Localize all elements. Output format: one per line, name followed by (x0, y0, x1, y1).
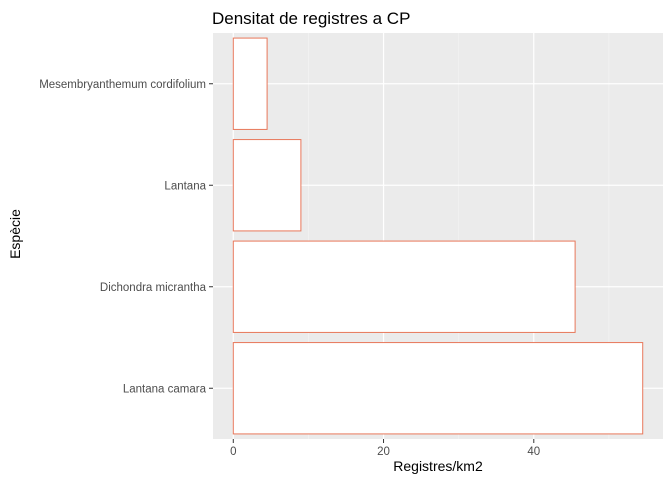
chart-title: Densitat de registres a CP (212, 9, 410, 28)
y-tick-label: Lantana camara (123, 383, 207, 395)
bar (232, 342, 644, 435)
x-tick-label: 20 (377, 446, 390, 458)
x-tick-label: 0 (230, 446, 236, 458)
y-axis-title: Espècie (7, 209, 23, 259)
y-tick-label: Mesembryanthemum cordifolium (39, 79, 206, 91)
y-axis-ticks: Lantana camara Dichondra micrantha Lantana… (39, 79, 213, 395)
bars (232, 37, 644, 435)
bar (232, 139, 302, 232)
bar (232, 37, 268, 130)
x-tick-label: 40 (527, 446, 540, 458)
bar (232, 240, 576, 333)
y-tick-label: Lantana (164, 180, 206, 192)
y-tick-label: Dichondra micrantha (100, 282, 207, 294)
x-axis-ticks: 0 20 40 (230, 439, 540, 458)
x-axis-title: Registres/km2 (393, 458, 483, 474)
